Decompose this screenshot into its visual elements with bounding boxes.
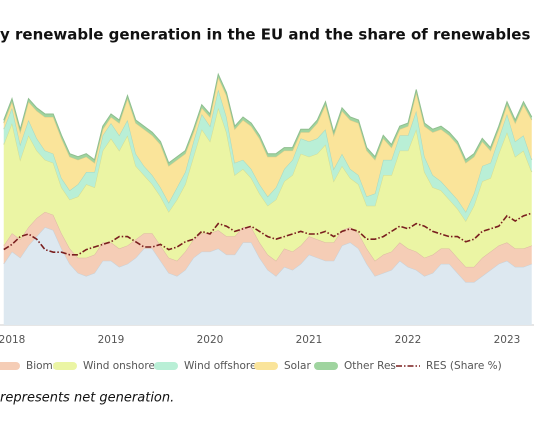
legend-swatch — [154, 362, 178, 370]
legend-label: Wind onshore — [83, 360, 155, 372]
legend-swatch — [53, 362, 77, 370]
legend-swatch — [314, 362, 338, 370]
legend-label: Solar — [284, 360, 311, 372]
chart-title: y renewable generation in the EU and the… — [0, 26, 534, 44]
area-edge — [3, 72, 533, 164]
legend-label: RES (Share %) — [426, 360, 502, 372]
legend-swatch — [0, 362, 20, 370]
x-tick-label: 2020 — [197, 334, 224, 346]
area — [3, 211, 532, 283]
line — [3, 212, 532, 256]
x-tick-label: 2018 — [0, 334, 25, 346]
footnote: represents net generation. — [0, 391, 174, 406]
x-tick-label: 2023 — [494, 334, 521, 346]
x-tick-label: 2019 — [98, 334, 125, 346]
legend-label: Other Res — [344, 360, 396, 372]
x-tick-label: 2022 — [395, 334, 422, 346]
x-tick-label: 2021 — [296, 334, 323, 346]
legend-swatch — [254, 362, 278, 370]
area — [3, 227, 532, 325]
legend-label: Wind offshore — [184, 360, 256, 372]
area — [3, 77, 532, 212]
